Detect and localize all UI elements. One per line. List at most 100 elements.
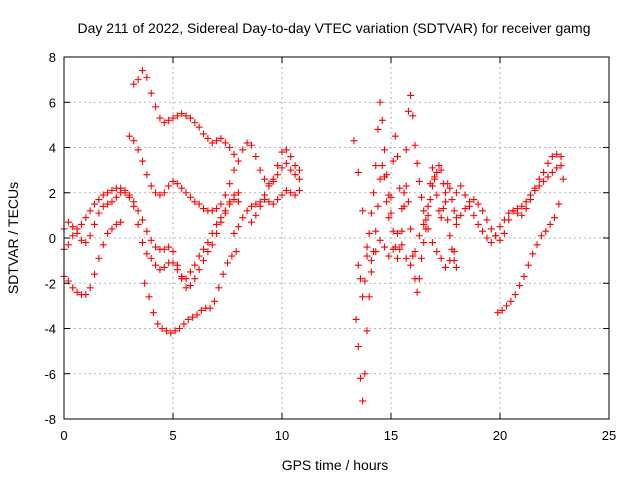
- data-point: [540, 168, 548, 176]
- data-point: [213, 220, 221, 228]
- data-point: [152, 261, 160, 269]
- data-point: [125, 193, 133, 201]
- data-point: [182, 189, 190, 197]
- data-point: [213, 205, 221, 213]
- data-point: [383, 171, 391, 179]
- data-point: [470, 211, 478, 219]
- data-point: [394, 254, 402, 262]
- data-point: [160, 245, 168, 253]
- data-point: [433, 168, 441, 176]
- x-axis-label: GPS time / hours: [282, 457, 389, 473]
- data-point: [226, 144, 234, 151]
- data-point: [483, 216, 491, 224]
- data-point: [433, 248, 441, 256]
- data-series-pass-f: [141, 248, 240, 337]
- data-point: [282, 146, 290, 154]
- data-point: [383, 198, 391, 206]
- data-point: [247, 141, 255, 149]
- data-point: [446, 232, 454, 240]
- data-point: [230, 229, 238, 237]
- data-point: [104, 229, 112, 237]
- data-point: [112, 193, 120, 201]
- data-point: [503, 302, 511, 310]
- data-point: [195, 252, 203, 260]
- data-point: [448, 196, 456, 204]
- data-point: [130, 202, 138, 210]
- data-point: [138, 157, 146, 165]
- data-point: [165, 243, 173, 251]
- data-point: [169, 248, 177, 256]
- data-point: [86, 232, 94, 240]
- data-point: [230, 191, 238, 199]
- data-point: [224, 259, 231, 267]
- data-point: [274, 162, 282, 170]
- data-point: [147, 254, 155, 262]
- data-point: [221, 191, 229, 199]
- data-point: [108, 198, 116, 206]
- data-point: [394, 229, 402, 237]
- data-point: [372, 248, 380, 256]
- data-point: [505, 209, 513, 217]
- data-point: [230, 150, 238, 158]
- data-point: [206, 304, 214, 312]
- data-point: [516, 282, 524, 290]
- data-point: [420, 207, 428, 215]
- data-point: [411, 248, 419, 256]
- data-point: [380, 243, 388, 251]
- data-point: [546, 220, 554, 228]
- data-point: [82, 214, 90, 222]
- data-point: [287, 189, 295, 197]
- data-point: [435, 207, 443, 215]
- data-point: [182, 112, 190, 120]
- data-point: [444, 216, 452, 224]
- data-point: [95, 209, 103, 217]
- data-point: [548, 153, 556, 161]
- data-point: [82, 291, 90, 299]
- data-point: [487, 239, 495, 247]
- x-tick-label: 25: [602, 428, 616, 443]
- data-point: [361, 370, 369, 378]
- y-tick-label: -2: [44, 276, 56, 291]
- data-point: [204, 134, 212, 142]
- data-point: [232, 248, 240, 256]
- data-point: [274, 171, 282, 179]
- data-point: [193, 311, 201, 319]
- data-series-pass-e: [60, 218, 125, 299]
- data-point: [149, 309, 157, 317]
- data-point: [134, 207, 142, 215]
- data-point: [507, 297, 515, 305]
- data-point: [160, 189, 168, 197]
- data-point: [165, 182, 173, 190]
- data-point: [450, 248, 458, 256]
- data-point: [261, 191, 269, 199]
- data-point: [108, 186, 116, 194]
- data-point: [191, 275, 199, 283]
- data-point: [182, 275, 190, 283]
- data-point: [389, 227, 397, 235]
- data-series-pass-n: [494, 175, 567, 317]
- data-point: [553, 150, 561, 158]
- data-point: [217, 200, 225, 208]
- data-point: [492, 232, 500, 240]
- data-point: [217, 214, 225, 222]
- grid-layer: [64, 57, 609, 419]
- data-point: [496, 223, 504, 231]
- data-point: [402, 146, 410, 154]
- data-point: [269, 177, 277, 185]
- data-point: [143, 250, 151, 258]
- data-point: [424, 225, 432, 233]
- data-point: [418, 254, 426, 262]
- data-point: [186, 282, 194, 290]
- data-point: [522, 198, 530, 206]
- data-point: [77, 220, 85, 228]
- data-point: [442, 189, 449, 197]
- data-point: [404, 107, 412, 115]
- data-point: [147, 89, 155, 97]
- data-point: [435, 162, 443, 170]
- data-point: [261, 175, 269, 183]
- data-point: [234, 198, 242, 206]
- data-point: [385, 191, 393, 199]
- data-point: [73, 288, 81, 296]
- data-point: [104, 200, 112, 208]
